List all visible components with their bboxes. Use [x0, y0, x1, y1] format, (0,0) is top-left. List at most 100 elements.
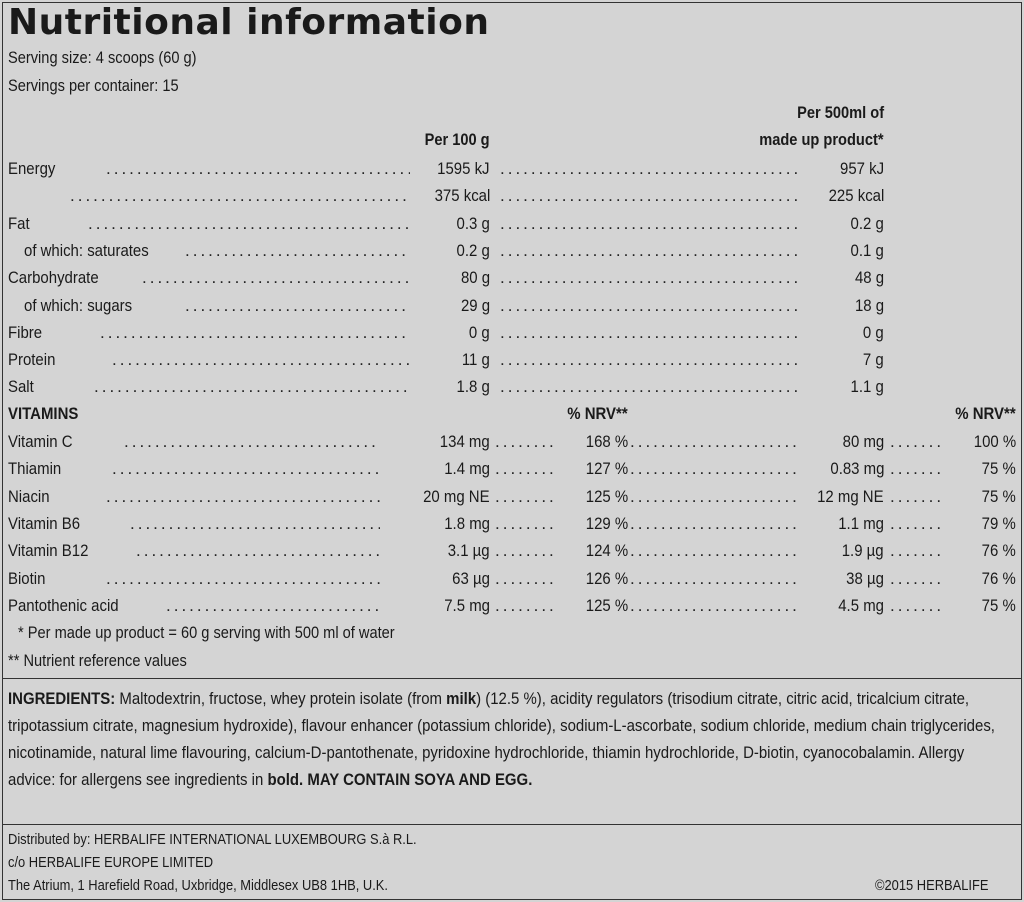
- vitamin-nrv-per-100g: 127 %: [582, 458, 628, 481]
- dot-leader: ........................................…: [890, 486, 940, 506]
- ingredients-text: INGREDIENTS: Maltodextrin, fructose, whe…: [8, 689, 995, 789]
- column-header-per-500ml-line2: made up product*: [759, 130, 884, 149]
- dot-leader: ........................................…: [890, 432, 940, 451]
- vitamin-per-500ml: 38 µg: [843, 567, 884, 590]
- nrv-header-2: % NRV**: [952, 403, 1016, 425]
- dot-leader: ........................................…: [94, 377, 410, 397]
- dot-leader: ........................................…: [630, 486, 800, 506]
- dot-leader: ........................................…: [185, 240, 410, 260]
- nutrient-per-500ml: 48 g: [852, 267, 884, 290]
- column-header-per-100g: Per 100 g: [424, 130, 490, 149]
- vitamin-per-100g: 134 mg: [437, 431, 490, 453]
- table-row: Salt....................................…: [0, 376, 1024, 403]
- allergen-milk: milk: [446, 689, 477, 708]
- vitamin-per-500ml: 1.1 mg: [835, 512, 884, 535]
- dot-leader: ........................................…: [500, 377, 800, 397]
- vitamin-per-100g: 63 µg: [449, 567, 490, 590]
- dot-leader: ........................................…: [890, 568, 940, 588]
- table-row: Vitamin B6..............................…: [0, 512, 1024, 540]
- vitamin-label: Biotin: [8, 568, 46, 588]
- vitamins-heading: VITAMINS: [8, 404, 79, 423]
- dot-leader: ........................................…: [500, 295, 800, 315]
- dot-leader: ........................................…: [70, 186, 410, 206]
- dot-leader: ........................................…: [495, 432, 555, 451]
- nutrient-per-500ml: 18 g: [852, 294, 884, 317]
- distributor-address: The Atrium, 1 Harefield Road, Uxbridge, …: [8, 877, 388, 894]
- vitamin-per-100g: 1.4 mg: [441, 458, 490, 481]
- vitamin-nrv-per-100g: 168 %: [582, 431, 628, 453]
- dot-leader: ........................................…: [630, 459, 800, 479]
- dot-leader: ........................................…: [890, 513, 940, 533]
- dot-leader: ........................................…: [890, 541, 940, 561]
- dot-leader: ........................................…: [630, 513, 800, 533]
- table-row: Biotin..................................…: [0, 567, 1024, 595]
- dot-leader: ........................................…: [124, 432, 380, 451]
- servings-per-container: Servings per container: 15: [8, 76, 179, 95]
- table-row: Carbohydrate............................…: [0, 267, 1024, 294]
- dot-leader: ........................................…: [142, 268, 410, 288]
- vitamin-nrv-per-100g: 124 %: [582, 540, 628, 563]
- dot-leader: ........................................…: [495, 541, 555, 561]
- nutrient-per-100g: 29 g: [458, 294, 490, 317]
- vitamin-per-500ml: 0.83 mg: [827, 458, 884, 481]
- vitamins-header-row: VITAMINS % NRV** % NRV**: [0, 403, 1024, 430]
- column-header-per-500ml-line1: Per 500ml of: [797, 103, 884, 122]
- dot-leader: ........................................…: [500, 186, 800, 206]
- vitamin-nrv-per-500ml: 75 %: [979, 594, 1016, 617]
- table-row: Vitamin C...............................…: [0, 431, 1024, 458]
- vitamin-per-100g: 7.5 mg: [441, 594, 490, 617]
- divider: [2, 824, 1022, 825]
- vitamin-nrv-per-500ml: 79 %: [979, 512, 1016, 535]
- vitamin-nrv-per-500ml: 76 %: [979, 540, 1016, 563]
- dot-leader: ........................................…: [890, 595, 940, 615]
- dot-leader: ........................................…: [112, 459, 380, 479]
- ingredients-heading: INGREDIENTS:: [8, 689, 116, 708]
- vitamin-nrv-per-500ml: 75 %: [979, 485, 1016, 508]
- dot-leader: ........................................…: [88, 213, 410, 233]
- nutrient-label: of which: sugars: [24, 295, 133, 315]
- nutrient-label: Carbohydrate: [8, 268, 99, 288]
- page-title: Nutritional information: [8, 2, 490, 43]
- dot-leader: ........................................…: [106, 568, 380, 588]
- dot-leader: ........................................…: [495, 486, 555, 506]
- dot-leader: ........................................…: [100, 322, 410, 342]
- footnote-nrv: ** Nutrient reference values: [8, 651, 187, 670]
- nutrient-per-100g: 1595 kJ: [434, 158, 490, 180]
- nutrient-label: Fibre: [8, 322, 43, 342]
- nutrient-per-500ml: 957 kJ: [837, 158, 884, 180]
- dot-leader: ........................................…: [112, 350, 410, 370]
- dot-leader: ........................................…: [106, 486, 380, 506]
- vitamin-label: Vitamin C: [8, 432, 73, 451]
- nutrient-per-100g: 0.3 g: [454, 212, 490, 235]
- dot-leader: ........................................…: [500, 350, 800, 370]
- table-row: Fibre...................................…: [0, 321, 1024, 349]
- vitamin-nrv-per-100g: 126 %: [582, 567, 628, 590]
- dot-leader: ........................................…: [630, 541, 800, 561]
- dot-leader: ........................................…: [130, 513, 380, 533]
- table-row: Thiamin.................................…: [0, 458, 1024, 485]
- dot-leader: ........................................…: [495, 459, 555, 479]
- vitamin-per-500ml: 80 mg: [839, 431, 884, 453]
- nutrient-per-500ml: 1.1 g: [848, 376, 884, 399]
- table-row: ........................................…: [0, 185, 1024, 212]
- dot-leader: ........................................…: [500, 213, 800, 233]
- nutrient-per-500ml: 7 g: [860, 349, 884, 372]
- dot-leader: ........................................…: [500, 159, 800, 178]
- nutrient-per-100g: 0.2 g: [454, 239, 490, 262]
- nutrient-label: Energy: [8, 159, 56, 178]
- distributor-line-2: c/o HERBALIFE EUROPE LIMITED: [8, 854, 214, 871]
- dot-leader: ........................................…: [630, 432, 800, 451]
- table-row: Vitamin B12.............................…: [0, 540, 1024, 567]
- table-row: Energy..................................…: [0, 158, 1024, 185]
- dot-leader: ........................................…: [500, 240, 800, 260]
- nutrient-per-100g: 11 g: [459, 349, 490, 372]
- nutrient-per-500ml: 0 g: [860, 321, 884, 344]
- vitamin-label: Vitamin B6: [8, 513, 81, 533]
- vitamin-per-100g: 3.1 µg: [445, 540, 490, 563]
- dot-leader: ........................................…: [166, 595, 380, 615]
- dot-leader: ........................................…: [500, 268, 800, 288]
- vitamin-nrv-per-500ml: 76 %: [979, 567, 1016, 590]
- vitamin-label: Niacin: [8, 486, 50, 506]
- vitamin-label: Vitamin B12: [8, 541, 89, 561]
- vitamin-nrv-per-500ml: 100 %: [970, 431, 1016, 453]
